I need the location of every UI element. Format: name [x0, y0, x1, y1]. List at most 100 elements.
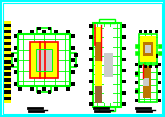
Bar [36, 49, 52, 71]
Bar [135, 71, 139, 76]
Bar [42, 29, 46, 33]
Bar [154, 65, 158, 68]
Bar [18, 87, 22, 91]
Bar [4, 36, 11, 39]
Bar [71, 34, 75, 38]
Bar [143, 66, 151, 98]
Bar [149, 65, 152, 68]
Bar [158, 44, 162, 48]
Bar [158, 51, 162, 55]
Bar [89, 91, 93, 95]
Bar [104, 27, 113, 103]
Bar [140, 54, 158, 58]
Bar [71, 58, 75, 62]
Bar [93, 23, 121, 107]
Bar [4, 72, 11, 76]
Bar [122, 58, 126, 61]
Bar [14, 46, 17, 50]
Bar [66, 87, 70, 91]
Bar [4, 66, 11, 70]
Bar [135, 62, 138, 66]
Bar [122, 69, 126, 72]
Bar [4, 60, 11, 64]
Bar [122, 24, 126, 28]
Bar [14, 70, 17, 74]
Bar [149, 30, 152, 33]
Bar [4, 97, 11, 100]
Bar [4, 24, 11, 27]
Bar [37, 86, 51, 92]
Bar [14, 58, 17, 62]
Bar [54, 29, 58, 33]
Bar [11, 53, 14, 57]
Bar [4, 48, 11, 51]
Bar [14, 82, 17, 86]
Bar [37, 90, 40, 93]
Bar [89, 58, 93, 61]
Bar [89, 47, 93, 50]
Bar [135, 88, 139, 93]
Bar [135, 44, 139, 48]
Bar [30, 29, 34, 33]
Bar [95, 86, 102, 103]
Bar [158, 71, 161, 75]
Bar [4, 30, 11, 33]
Bar [135, 99, 138, 102]
Bar [143, 42, 153, 56]
Bar [74, 53, 78, 57]
Bar [4, 84, 11, 88]
Bar [99, 19, 115, 23]
Bar [4, 21, 11, 103]
Bar [135, 80, 138, 84]
Bar [144, 65, 147, 68]
Bar [4, 42, 11, 45]
Bar [30, 42, 58, 78]
Bar [71, 70, 75, 74]
Bar [74, 64, 78, 67]
Bar [122, 102, 126, 106]
Bar [135, 90, 138, 93]
Bar [54, 87, 58, 91]
Bar [30, 87, 34, 91]
Bar [143, 78, 149, 86]
Bar [89, 69, 93, 72]
Bar [135, 51, 139, 55]
Bar [71, 82, 75, 86]
Bar [158, 62, 161, 66]
Bar [95, 27, 102, 103]
Bar [48, 90, 51, 93]
Bar [158, 99, 161, 102]
Bar [122, 91, 126, 95]
Bar [89, 35, 93, 39]
Bar [158, 90, 161, 93]
Bar [139, 62, 157, 102]
Bar [89, 24, 93, 28]
Bar [18, 29, 22, 33]
Bar [18, 34, 70, 86]
Bar [144, 30, 147, 33]
Bar [70, 53, 76, 67]
Bar [66, 29, 70, 33]
Bar [30, 42, 58, 78]
Bar [36, 49, 52, 71]
Bar [89, 80, 93, 83]
Bar [37, 26, 40, 30]
Bar [154, 30, 158, 33]
Bar [4, 90, 11, 94]
Bar [4, 54, 11, 57]
Bar [48, 26, 51, 30]
Bar [140, 36, 156, 62]
Bar [138, 30, 142, 33]
Bar [12, 53, 18, 67]
Bar [42, 87, 46, 91]
Bar [4, 78, 11, 82]
Bar [122, 47, 126, 50]
Bar [138, 65, 142, 68]
Bar [14, 34, 17, 38]
Bar [89, 102, 93, 106]
Bar [11, 64, 14, 67]
Bar [95, 42, 102, 61]
Bar [104, 53, 113, 77]
Bar [139, 34, 157, 64]
Bar [122, 35, 126, 39]
